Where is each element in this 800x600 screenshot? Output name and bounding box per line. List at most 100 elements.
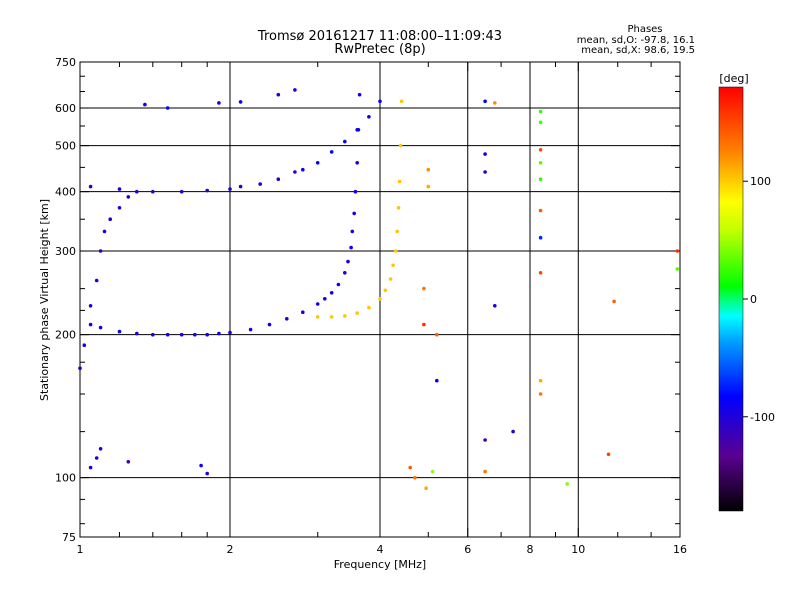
colorbar-tick-label: 100 bbox=[750, 175, 771, 188]
chart-title: Tromsø 20161217 11:08:00–11:09:43 bbox=[257, 29, 502, 44]
data-point bbox=[126, 460, 131, 464]
data-point bbox=[276, 177, 281, 181]
data-point bbox=[538, 235, 543, 240]
data-point bbox=[391, 263, 395, 268]
data-point bbox=[126, 195, 131, 199]
y-tick-label: 100 bbox=[55, 472, 76, 485]
data-point bbox=[422, 322, 426, 327]
data-point bbox=[367, 305, 371, 310]
colorbar-label: [deg] bbox=[719, 72, 748, 85]
data-point bbox=[399, 99, 404, 104]
data-point bbox=[396, 206, 401, 210]
y-tick-label: 600 bbox=[55, 102, 76, 115]
stats-x-mode: mean, sd,X: 98.6, 19.5 bbox=[581, 45, 695, 56]
data-point bbox=[483, 152, 487, 156]
data-point bbox=[538, 161, 543, 165]
colorbar-ticks: 100 0 -100 bbox=[743, 175, 775, 424]
data-point bbox=[315, 302, 320, 306]
data-point bbox=[493, 101, 497, 105]
data-point bbox=[675, 249, 680, 253]
data-point bbox=[483, 99, 487, 104]
data-point bbox=[238, 184, 243, 189]
data-point bbox=[352, 211, 357, 216]
data-point bbox=[98, 325, 103, 330]
data-point bbox=[336, 282, 341, 287]
data-point bbox=[511, 429, 515, 434]
x-tick-label: 10 bbox=[571, 543, 585, 556]
axis-ticks: 1 2 4 6 8 10 16 75 100 200 300 400 500 600 750 bbox=[55, 56, 687, 556]
data-point bbox=[483, 469, 487, 474]
data-point bbox=[538, 109, 543, 114]
data-point bbox=[355, 311, 360, 315]
data-point bbox=[346, 259, 350, 264]
x-tick-label: 4 bbox=[377, 543, 384, 556]
data-point bbox=[612, 299, 616, 304]
data-point bbox=[397, 179, 402, 184]
data-point bbox=[228, 187, 232, 191]
data-point bbox=[217, 101, 221, 105]
data-point bbox=[675, 267, 680, 271]
y-tick-label: 200 bbox=[55, 329, 76, 342]
data-point bbox=[395, 229, 400, 234]
data-point bbox=[355, 161, 360, 165]
data-point bbox=[329, 150, 334, 154]
colorbar bbox=[718, 86, 744, 512]
data-point bbox=[88, 304, 93, 308]
data-point bbox=[343, 314, 347, 318]
data-point bbox=[538, 148, 543, 152]
y-tick-label: 75 bbox=[62, 531, 76, 544]
data-point bbox=[205, 188, 209, 193]
data-point bbox=[538, 378, 543, 383]
colorbar-tick-label: 0 bbox=[750, 293, 757, 306]
data-point bbox=[378, 297, 382, 301]
data-point bbox=[424, 486, 428, 491]
data-point bbox=[408, 465, 413, 470]
data-point bbox=[151, 189, 155, 194]
data-point bbox=[388, 277, 393, 281]
data-point bbox=[393, 249, 398, 253]
data-point bbox=[538, 271, 543, 275]
data-point bbox=[301, 167, 305, 172]
data-point bbox=[483, 170, 487, 174]
data-point bbox=[329, 291, 334, 295]
data-points bbox=[78, 88, 680, 491]
data-point bbox=[355, 128, 360, 132]
data-point bbox=[323, 297, 327, 301]
data-point bbox=[102, 229, 107, 234]
y-tick-label: 300 bbox=[55, 245, 76, 258]
data-point bbox=[353, 189, 358, 194]
data-point bbox=[538, 208, 543, 213]
data-point bbox=[248, 327, 253, 332]
data-point bbox=[315, 315, 320, 319]
data-point bbox=[117, 329, 122, 334]
data-point bbox=[82, 343, 87, 348]
data-point bbox=[135, 189, 139, 194]
x-axis-label: Frequency [MHz] bbox=[334, 558, 426, 571]
data-point bbox=[606, 452, 611, 457]
data-point bbox=[88, 465, 93, 470]
data-point bbox=[165, 106, 170, 110]
colorbar-tick-label: -100 bbox=[750, 411, 775, 424]
data-point bbox=[538, 392, 543, 396]
data-point bbox=[179, 189, 184, 194]
y-axis-label: Stationary phase Virtual Height [km] bbox=[38, 199, 51, 401]
data-point bbox=[367, 115, 371, 119]
stats-heading: Phases bbox=[627, 24, 662, 35]
data-point bbox=[350, 229, 355, 234]
y-tick-label: 500 bbox=[55, 140, 76, 153]
data-point bbox=[349, 245, 353, 250]
data-point bbox=[329, 315, 334, 319]
data-point bbox=[426, 167, 431, 172]
data-point bbox=[343, 139, 347, 144]
data-point bbox=[179, 332, 184, 337]
data-point bbox=[357, 92, 362, 97]
chart-subtitle: RwPretec (8p) bbox=[334, 42, 425, 57]
data-point bbox=[293, 88, 297, 92]
data-point bbox=[483, 438, 487, 442]
data-point bbox=[108, 217, 112, 221]
data-point bbox=[538, 177, 543, 181]
data-point bbox=[205, 332, 209, 337]
data-point bbox=[435, 378, 439, 383]
data-point bbox=[258, 182, 263, 186]
x-tick-label: 2 bbox=[227, 543, 234, 556]
